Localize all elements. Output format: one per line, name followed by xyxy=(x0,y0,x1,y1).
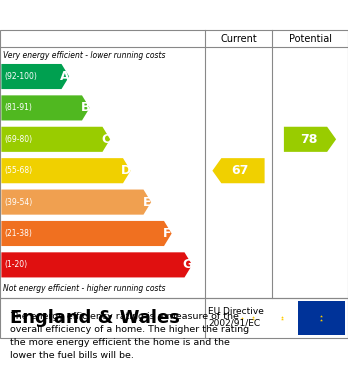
Text: (55-68): (55-68) xyxy=(5,166,33,175)
Polygon shape xyxy=(1,95,90,120)
Text: The energy efficiency rating is a measure of the
overall efficiency of a home. T: The energy efficiency rating is a measur… xyxy=(10,312,250,360)
Text: EU Directive
2002/91/EC: EU Directive 2002/91/EC xyxy=(208,307,264,328)
Text: C: C xyxy=(101,133,111,146)
Polygon shape xyxy=(1,64,69,89)
Text: Very energy efficient - lower running costs: Very energy efficient - lower running co… xyxy=(3,51,166,60)
Text: B: B xyxy=(81,101,90,115)
Polygon shape xyxy=(212,158,264,183)
Text: F: F xyxy=(163,227,172,240)
Text: Energy Efficiency Rating: Energy Efficiency Rating xyxy=(10,7,213,22)
Text: Not energy efficient - higher running costs: Not energy efficient - higher running co… xyxy=(3,284,166,293)
Text: (92-100): (92-100) xyxy=(5,72,38,81)
Text: (69-80): (69-80) xyxy=(5,135,33,144)
Polygon shape xyxy=(1,252,192,278)
Text: Potential: Potential xyxy=(288,34,332,44)
Bar xyxy=(298,301,345,335)
Text: 78: 78 xyxy=(300,133,317,146)
Text: (1-20): (1-20) xyxy=(5,260,28,269)
Text: (81-91): (81-91) xyxy=(5,103,33,112)
Text: (39-54): (39-54) xyxy=(5,197,33,206)
Polygon shape xyxy=(1,158,130,183)
Text: 67: 67 xyxy=(231,164,248,177)
Polygon shape xyxy=(284,127,336,152)
Polygon shape xyxy=(1,221,172,246)
Text: D: D xyxy=(121,164,132,177)
Polygon shape xyxy=(1,190,151,215)
Text: England & Wales: England & Wales xyxy=(10,309,180,327)
Text: (21-38): (21-38) xyxy=(5,229,33,238)
Text: E: E xyxy=(143,196,151,208)
Text: G: G xyxy=(183,258,193,271)
Text: A: A xyxy=(60,70,70,83)
Polygon shape xyxy=(1,127,110,152)
Text: Current: Current xyxy=(220,34,257,44)
